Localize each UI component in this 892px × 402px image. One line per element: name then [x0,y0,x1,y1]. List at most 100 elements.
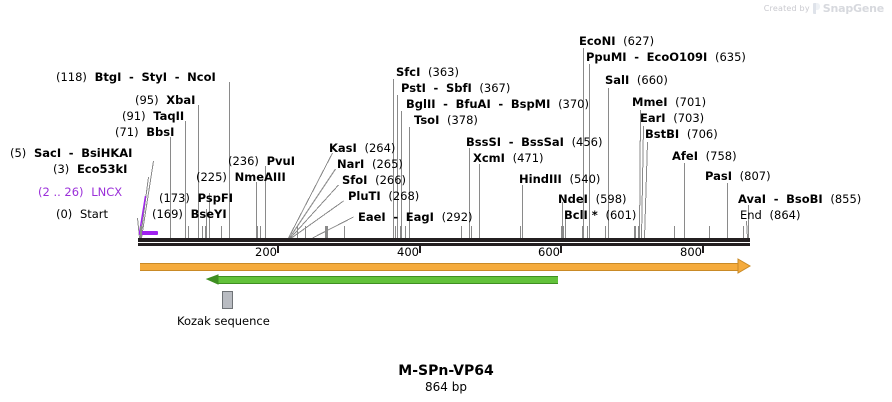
end-label: End [740,208,762,222]
cut-site-tick-807[interactable] [709,226,711,238]
cut-site-tick-471[interactable] [471,226,473,238]
feature-bar-lncx[interactable] [139,231,158,235]
cut-site-tick-855[interactable] [743,226,745,238]
cut-site-tick-266[interactable] [325,226,327,238]
cut-site-tick-367[interactable] [397,226,399,238]
dash: - [433,81,439,95]
cut-site-tick-378[interactable] [405,226,407,238]
cut-site-tick-703[interactable] [635,226,637,238]
cut-site-tick-265[interactable] [325,226,327,238]
site-label-95[interactable]: (95) XbaI [135,94,199,106]
start-label: Start [79,207,109,221]
cut-site-tick-71[interactable] [187,226,189,238]
backbone-arrow-body[interactable] [140,263,738,271]
site-label-292[interactable]: EaeI - EagI (292) [358,211,477,223]
site-position-5: (5) [10,146,27,160]
ruler-tick-800 [702,244,704,253]
terminator-label-start[interactable]: (0) Start [56,208,112,220]
site-label-225[interactable]: (225) NmeAIII [196,171,290,183]
site-label-5[interactable]: (5) SacI - BsiHKAI [10,147,136,159]
cut-site-tick-264[interactable] [324,226,326,238]
site-label-118[interactable]: (118) BtgI - StyI - NcoI [56,71,220,83]
cut-site-tick-540[interactable] [520,226,521,238]
site-label-370[interactable]: BglII - BfuAI - BspMI (370) [406,98,593,110]
enzyme-bsssai: BssSaI [521,135,564,149]
site-label-456[interactable]: BssSI - BssSaI (456) [466,136,607,148]
site-position-703: (703) [673,111,705,125]
site-label-855[interactable]: AvaI - BsoBI (855) [738,193,865,205]
cut-site-tick-660[interactable] [605,226,606,238]
site-label-264[interactable]: KasI (264) [329,142,399,154]
site-label-701[interactable]: MmeI (701) [632,96,710,108]
cut-site-tick-169[interactable] [257,226,259,238]
site-label-71[interactable]: (71) BbsI [115,126,178,138]
site-position-95: (95) [135,93,159,107]
site-label-3[interactable]: (3) Eco53kI [53,163,131,175]
cut-site-tick-758[interactable] [674,226,676,238]
cut-site-tick-268[interactable] [327,226,329,238]
site-label-91[interactable]: (91) TaqII [122,110,188,122]
cut-site-tick-292[interactable] [344,226,346,238]
feature-label-lncx[interactable]: (2 .. 26) LNCX [38,186,126,198]
cut-site-tick-225[interactable] [296,226,298,238]
dash: - [129,70,134,84]
site-label-807[interactable]: PasI (807) [705,170,775,182]
enzyme-taqii: TaqII [153,109,185,123]
site-label-758[interactable]: AfeI (758) [672,150,741,162]
site-position-236: (236) [228,154,259,168]
enzyme-bseyi: BseYI [190,207,227,221]
ruler-tick-600 [560,244,562,253]
cut-site-tick-5[interactable] [141,226,143,238]
cut-site-tick-236[interactable] [304,226,306,238]
orf-arrow-body[interactable] [218,276,558,284]
site-label-601[interactable]: BclI * (601) [564,209,640,221]
site-label-471[interactable]: XcmI (471) [473,152,548,164]
cut-site-tick-3[interactable] [139,226,141,238]
enzyme-eari: EarI [640,111,666,125]
sequence-backbone[interactable] [138,238,750,242]
feature-range-lncx: (2 .. 26) [38,185,84,199]
site-label-173[interactable]: (173) PspFI [159,192,237,204]
cut-site-tick-598[interactable] [561,226,563,238]
site-position-601: (601) [605,208,637,222]
enzyme-pasi: PasI [705,169,733,183]
cut-site-tick-456[interactable] [460,226,462,238]
site-label-540[interactable]: HindIII (540) [519,173,604,185]
feature-box-kozak[interactable] [222,291,233,309]
site-label-627[interactable]: EcoNI (627) [579,35,658,47]
cut-site-tick-601[interactable] [563,226,565,238]
site-label-169[interactable]: (169) BseYI [152,208,231,220]
site-label-266[interactable]: SfoI (266) [342,174,410,186]
site-position-292: (292) [441,210,473,224]
cut-site-tick-706[interactable] [637,226,639,238]
cut-site-tick-363[interactable] [394,226,396,238]
site-label-236[interactable]: (236) PvuI [228,155,299,167]
site-label-268[interactable]: PluTI (268) [348,190,423,202]
feature-label-kozak: Kozak sequence [177,314,270,328]
site-label-706[interactable]: BstBI (706) [645,128,722,140]
site-position-266: (266) [375,173,407,187]
site-label-363[interactable]: SfcI (363) [396,66,463,78]
terminator-label-end[interactable]: End (864) [740,209,804,221]
site-label-367[interactable]: PstI - SbfI (367) [401,82,514,94]
site-label-265[interactable]: NarI (265) [337,158,407,170]
site-label-703[interactable]: EarI (703) [640,112,708,124]
enzyme-afei: AfeI [672,149,698,163]
site-label-660[interactable]: SalI (660) [605,74,672,86]
enzyme-bsihkai: BsiHKAI [81,146,133,160]
site-position-91: (91) [122,109,146,123]
site-label-598[interactable]: NdeI (598) [558,193,631,205]
cut-site-tick-370[interactable] [399,226,401,238]
cut-site-tick-118[interactable] [221,226,223,238]
cut-site-tick-95[interactable] [204,226,206,238]
site-label-378[interactable]: TsoI (378) [414,114,482,126]
cut-site-tick-173[interactable] [260,226,262,238]
enzyme-styi: StyI [141,70,168,84]
cut-site-tick-627[interactable] [581,226,583,238]
site-label-635[interactable]: PpuMI - EcoO109I (635) [586,51,750,63]
cut-site-tick-701[interactable] [634,226,636,238]
dash: - [634,50,640,64]
cut-site-tick-635[interactable] [587,226,589,238]
cut-site-tick-91[interactable] [201,226,203,238]
ruler-label-200: 200 [255,245,277,259]
